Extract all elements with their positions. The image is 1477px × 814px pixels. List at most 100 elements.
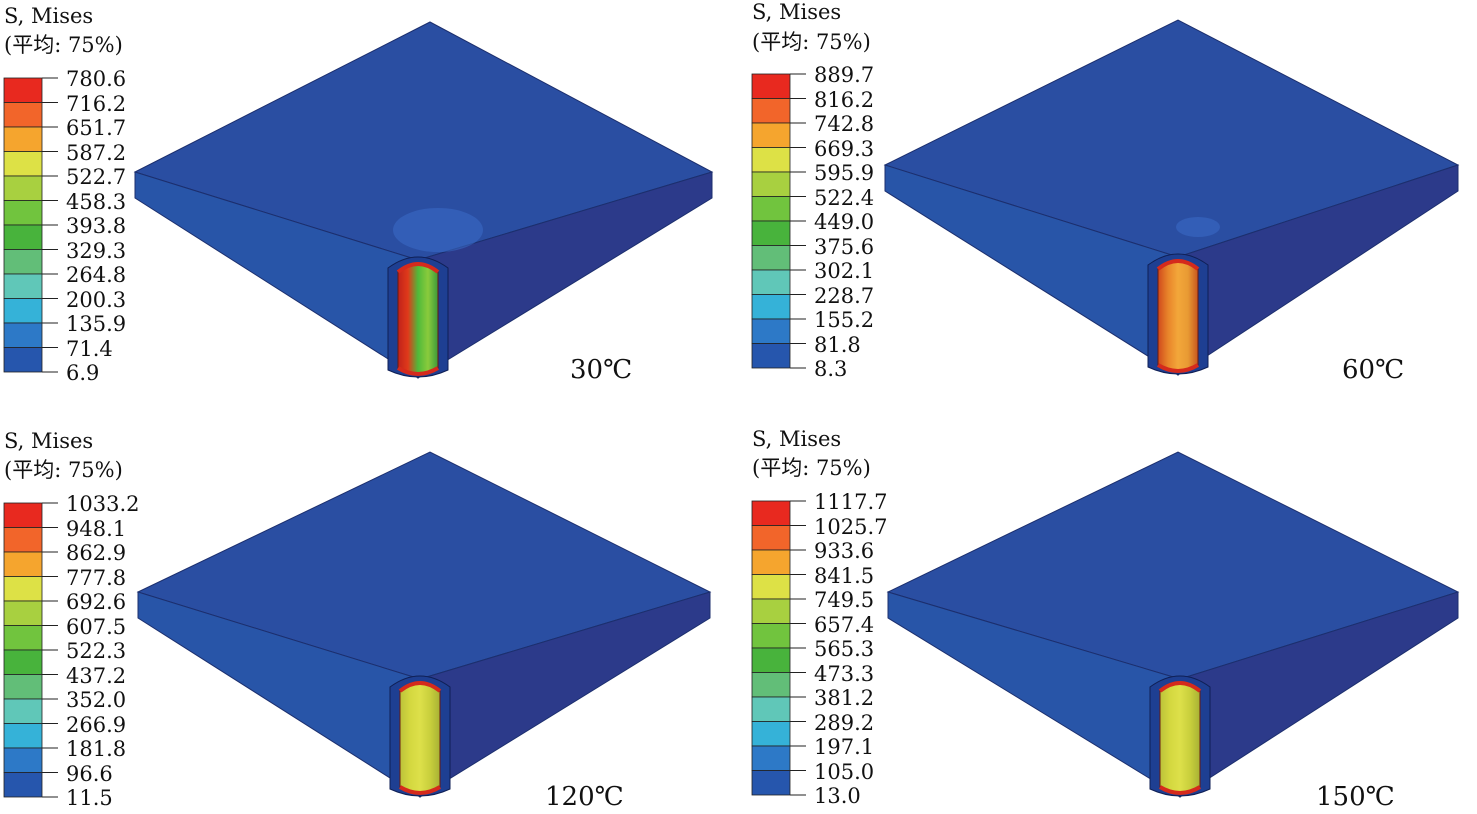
legend-band bbox=[751, 721, 791, 747]
plate-model bbox=[136, 451, 712, 798]
legend-band bbox=[751, 343, 791, 369]
legend-band bbox=[751, 147, 791, 173]
legend-tick-label: 587.2 bbox=[66, 140, 127, 165]
legend-tick-label: 595.9 bbox=[814, 161, 875, 185]
legend-band bbox=[751, 770, 791, 796]
legend-tick-label: 200.3 bbox=[66, 287, 127, 312]
legend-band bbox=[3, 249, 43, 275]
legend-tick-label: 777.8 bbox=[66, 565, 127, 590]
legend-subtitle: (平均: 75%) bbox=[752, 456, 871, 480]
legend-band bbox=[751, 500, 791, 526]
legend-tick-label: 135.9 bbox=[66, 312, 127, 336]
via-stress-contour bbox=[399, 682, 441, 794]
via-stress-contour bbox=[397, 263, 439, 375]
contour-panel-120: S, Mises (平均: 75%) 1033.2 948.1 862.9 777.8… bbox=[0, 407, 738, 814]
plate-model bbox=[886, 451, 1460, 798]
legend-tick-label: 889.7 bbox=[814, 63, 875, 87]
legend-title: S, Mises bbox=[4, 429, 94, 453]
legend-band bbox=[3, 298, 43, 324]
legend-tick-label: 657.4 bbox=[814, 612, 875, 637]
legend-band bbox=[751, 220, 791, 246]
legend-tick-label: 473.3 bbox=[814, 661, 875, 686]
legend-tick-label: 816.2 bbox=[814, 87, 875, 112]
via-rim-top bbox=[1158, 681, 1202, 693]
via-rim-top bbox=[396, 262, 440, 274]
legend-band bbox=[751, 549, 791, 575]
legend-tick-label: 266.9 bbox=[66, 712, 127, 737]
via-rim-bottom bbox=[1156, 363, 1200, 373]
legend-tick-label: 742.8 bbox=[814, 112, 875, 136]
legend-band bbox=[3, 126, 43, 152]
via-stress-contour bbox=[1157, 260, 1199, 372]
legend-tick-label: 522.3 bbox=[66, 639, 127, 663]
via-rim-bottom bbox=[396, 366, 440, 376]
legend-tick-label: 933.6 bbox=[814, 539, 875, 563]
legend-band bbox=[3, 527, 43, 553]
legend-tick-label: 228.7 bbox=[814, 283, 875, 308]
color-legend: 780.6 716.2 651.7 587.2 522.7 458.3 393.8 329.3… bbox=[3, 68, 144, 384]
legend-tick-label: 197.1 bbox=[814, 735, 875, 759]
legend-tick-label: 6.9 bbox=[66, 361, 100, 385]
legend-band bbox=[3, 102, 43, 128]
legend-band bbox=[3, 772, 43, 798]
legend-tick-label: 375.6 bbox=[814, 234, 875, 259]
legend-tick-label: 449.0 bbox=[814, 210, 875, 234]
legend-band bbox=[751, 98, 791, 124]
legend-tick-label: 11.5 bbox=[66, 786, 113, 810]
via-rim-bottom bbox=[398, 785, 442, 795]
legend-tick-label: 565.3 bbox=[814, 637, 875, 661]
legend-band bbox=[3, 347, 43, 373]
legend-band bbox=[3, 576, 43, 602]
legend-band bbox=[3, 698, 43, 724]
via-rim-top bbox=[398, 681, 442, 693]
legend-band bbox=[751, 525, 791, 551]
legend-tick-label: 458.3 bbox=[66, 189, 127, 214]
legend-tick-label: 105.0 bbox=[814, 759, 875, 784]
stress-halo bbox=[1176, 217, 1220, 237]
plate-model bbox=[883, 19, 1460, 376]
legend-tick-label: 264.8 bbox=[66, 263, 127, 287]
legend-tick-label: 302.1 bbox=[814, 259, 875, 283]
temperature-label: 30℃ bbox=[570, 355, 633, 385]
legend-tick-label: 393.8 bbox=[66, 214, 127, 238]
legend-tick-label: 289.2 bbox=[814, 710, 875, 735]
stress-halo bbox=[393, 208, 483, 252]
legend-band bbox=[751, 196, 791, 222]
legend-color-bar bbox=[751, 500, 806, 796]
legend-band bbox=[3, 747, 43, 773]
legend-tick-label: 651.7 bbox=[66, 116, 127, 140]
legend-color-bar bbox=[3, 77, 58, 373]
legend-band bbox=[751, 269, 791, 295]
legend-tick-label: 862.9 bbox=[66, 541, 127, 565]
legend-tick-label: 607.5 bbox=[66, 614, 127, 639]
legend-band bbox=[751, 318, 791, 344]
legend-tick-label: 329.3 bbox=[66, 238, 127, 263]
legend-color-bar bbox=[751, 73, 806, 369]
legend-subtitle: (平均: 75%) bbox=[4, 33, 123, 57]
legend-tick-label: 96.6 bbox=[66, 761, 113, 786]
legend-band bbox=[3, 674, 43, 700]
legend-tick-label: 381.2 bbox=[814, 686, 875, 710]
legend-subtitle: (平均: 75%) bbox=[4, 458, 123, 482]
contour-panel-60: S, Mises (平均: 75%) 889.7 816.2 742.8 669.3 5… bbox=[748, 0, 1477, 407]
legend-band bbox=[751, 122, 791, 148]
legend-band bbox=[3, 649, 43, 675]
legend-tick-label: 841.5 bbox=[814, 563, 875, 588]
legend-tick-label: 692.6 bbox=[66, 590, 127, 614]
temperature-label: 60℃ bbox=[1342, 355, 1405, 385]
legend-title: S, Mises bbox=[752, 0, 842, 24]
legend-tick-label: 948.1 bbox=[66, 516, 127, 541]
color-legend: 1117.7 1025.7 933.6 841.5 749.5 657.4 565.3 473… bbox=[751, 491, 892, 807]
legend-tick-label: 352.0 bbox=[66, 688, 127, 712]
legend-color-bar bbox=[3, 502, 58, 798]
legend-band bbox=[751, 171, 791, 197]
legend-band bbox=[3, 625, 43, 651]
legend-tick-label: 716.2 bbox=[66, 91, 127, 116]
legend-band bbox=[751, 245, 791, 271]
contour-panel-30: S, Mises (平均: 75%) 780.6 716.2 651.7 587.2 5… bbox=[0, 0, 738, 407]
legend-band bbox=[751, 73, 791, 99]
legend-band bbox=[751, 745, 791, 771]
legend-tick-label: 522.7 bbox=[66, 165, 127, 189]
legend-tick-label: 749.5 bbox=[814, 588, 875, 612]
legend-band bbox=[3, 200, 43, 226]
